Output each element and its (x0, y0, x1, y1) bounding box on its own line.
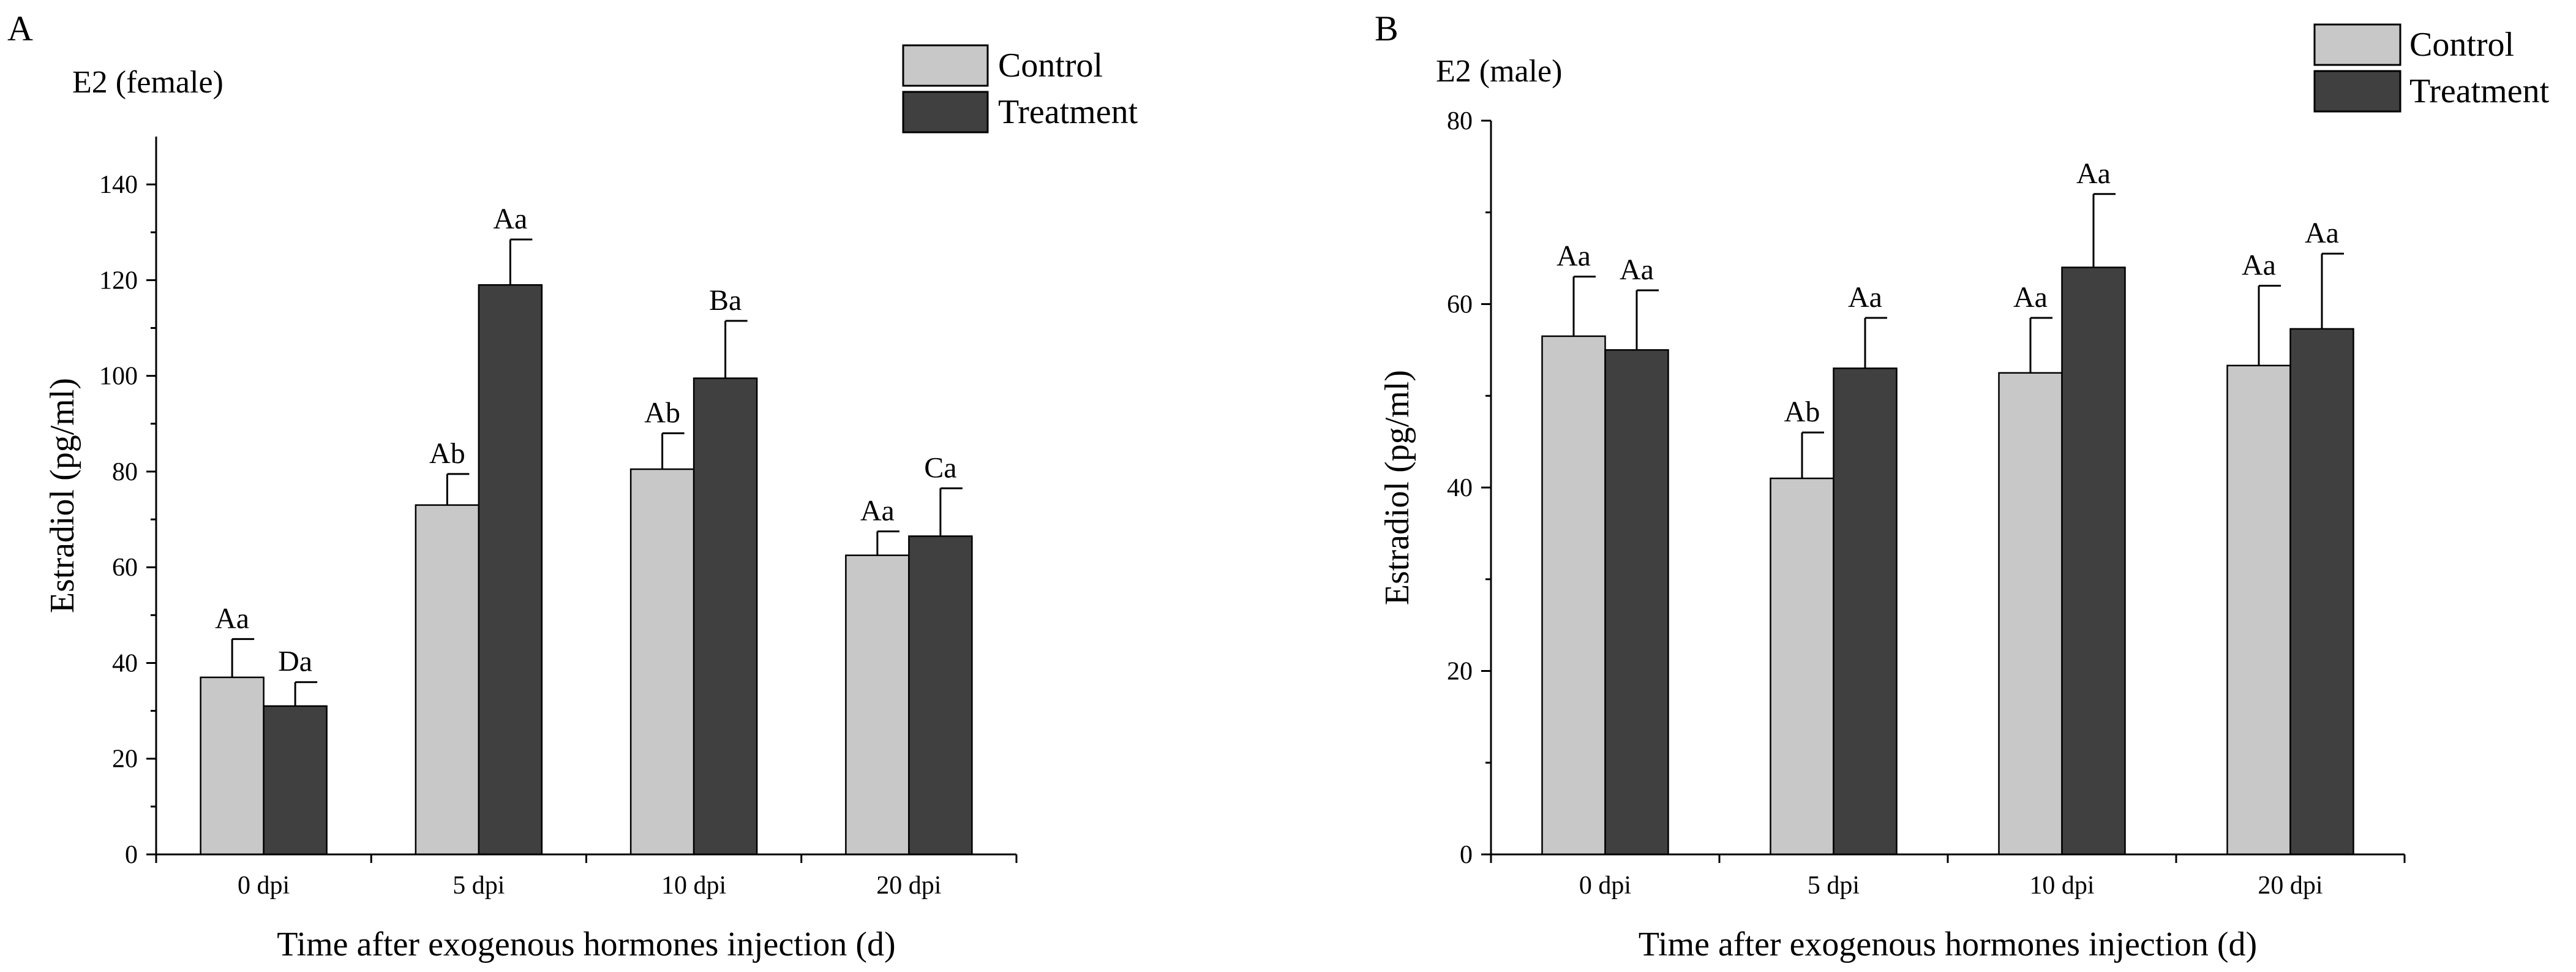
legend-swatch-treatment (2313, 70, 2401, 113)
y-tick-label: 0 (1460, 841, 1473, 869)
y-tick-label: 60 (112, 554, 138, 582)
significance-label: Aa (860, 495, 895, 527)
significance-label: Aa (1620, 254, 1654, 286)
significance-label: Ba (709, 284, 742, 317)
panel-label: A (7, 9, 33, 48)
significance-label: Aa (2305, 217, 2339, 249)
y-tick-label: 0 (125, 841, 138, 869)
bar-treatment-3 (2289, 328, 2354, 856)
legend-swatch-control (2313, 23, 2401, 66)
bar-control-1 (415, 504, 480, 856)
x-tick-label: 5 dpi (452, 872, 505, 900)
significance-label: Ab (429, 437, 465, 470)
y-tick-label: 40 (1447, 474, 1473, 502)
y-tick-label: 100 (99, 363, 138, 391)
bar-treatment-1 (478, 284, 543, 856)
bar-control-2 (1998, 372, 2063, 856)
y-tick-label: 60 (1447, 291, 1473, 319)
significance-label: Aa (2013, 281, 2048, 314)
bar-treatment-2 (2061, 266, 2126, 856)
legend-label-treatment: Treatment (2409, 72, 2550, 110)
significance-label: Aa (215, 602, 249, 635)
bar-control-1 (1770, 477, 1834, 856)
bar-treatment-0 (1604, 349, 1669, 856)
bar-treatment-0 (263, 705, 328, 856)
x-tick-label: 10 dpi (2029, 872, 2094, 900)
x-tick-label: 5 dpi (1808, 872, 1860, 900)
chart-title: E2 (female) (72, 65, 223, 100)
chart-title: E2 (male) (1436, 54, 1562, 89)
y-tick-label: 120 (99, 266, 138, 295)
x-tick-label: 10 dpi (661, 872, 726, 900)
significance-label: Aa (2242, 249, 2276, 282)
legend-label-control: Control (2409, 26, 2514, 64)
x-tick-label: 20 dpi (876, 872, 941, 900)
bar-control-2 (629, 468, 695, 856)
y-tick-label: 40 (112, 649, 138, 677)
legend-label-control: Control (998, 47, 1103, 85)
legend-swatch-control (902, 44, 989, 87)
y-tick-label: 20 (1447, 658, 1473, 686)
significance-label: Da (278, 646, 312, 678)
x-axis-label: Time after exogenous hormones injection … (277, 925, 895, 963)
panel-a: A E2 (female) Aa Ab Ab Aa Da Aa Ba Ca 0 20 40 60 80 100… (7, 9, 1138, 963)
bar-control-3 (2226, 364, 2291, 856)
significance-label: Ab (1784, 396, 1820, 428)
significance-label: Aa (2076, 157, 2111, 190)
y-tick-label: 140 (99, 171, 138, 199)
significance-label: Aa (493, 203, 527, 235)
x-tick-label: 20 dpi (2258, 872, 2323, 900)
bar-treatment-1 (1833, 367, 1898, 856)
x-axis-label: Time after exogenous hormones injection … (1639, 925, 2257, 963)
x-tick-label: 0 dpi (1579, 872, 1631, 900)
y-axis-label: Estradiol (pg/ml) (43, 378, 81, 613)
bar-control-3 (845, 554, 910, 856)
panel-b: B E2 (male) Aa Ab Aa Aa Aa Aa Aa Aa 0 20 40 60 80 0 dpi… (1375, 9, 2550, 963)
y-tick-label: 80 (1447, 107, 1473, 135)
legend-label-treatment: Treatment (998, 93, 1138, 131)
y-tick-label: 20 (112, 745, 138, 774)
significance-label: Aa (1848, 281, 1882, 314)
legend-swatch-treatment (902, 91, 989, 134)
bar-control-0 (200, 676, 265, 856)
x-tick-label: 0 dpi (238, 872, 290, 900)
y-tick-label: 80 (112, 458, 138, 486)
bar-treatment-2 (693, 377, 758, 856)
bar-control-0 (1541, 335, 1606, 856)
y-axis-label: Estradiol (pg/ml) (1378, 370, 1416, 605)
panel-label: B (1375, 9, 1399, 48)
significance-label: Ca (924, 451, 956, 484)
bar-treatment-3 (908, 535, 973, 856)
significance-label: Aa (1556, 240, 1591, 273)
significance-label: Ab (644, 396, 680, 429)
